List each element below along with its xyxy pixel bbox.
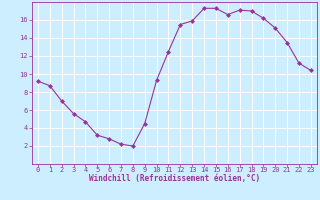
X-axis label: Windchill (Refroidissement éolien,°C): Windchill (Refroidissement éolien,°C)	[89, 174, 260, 183]
